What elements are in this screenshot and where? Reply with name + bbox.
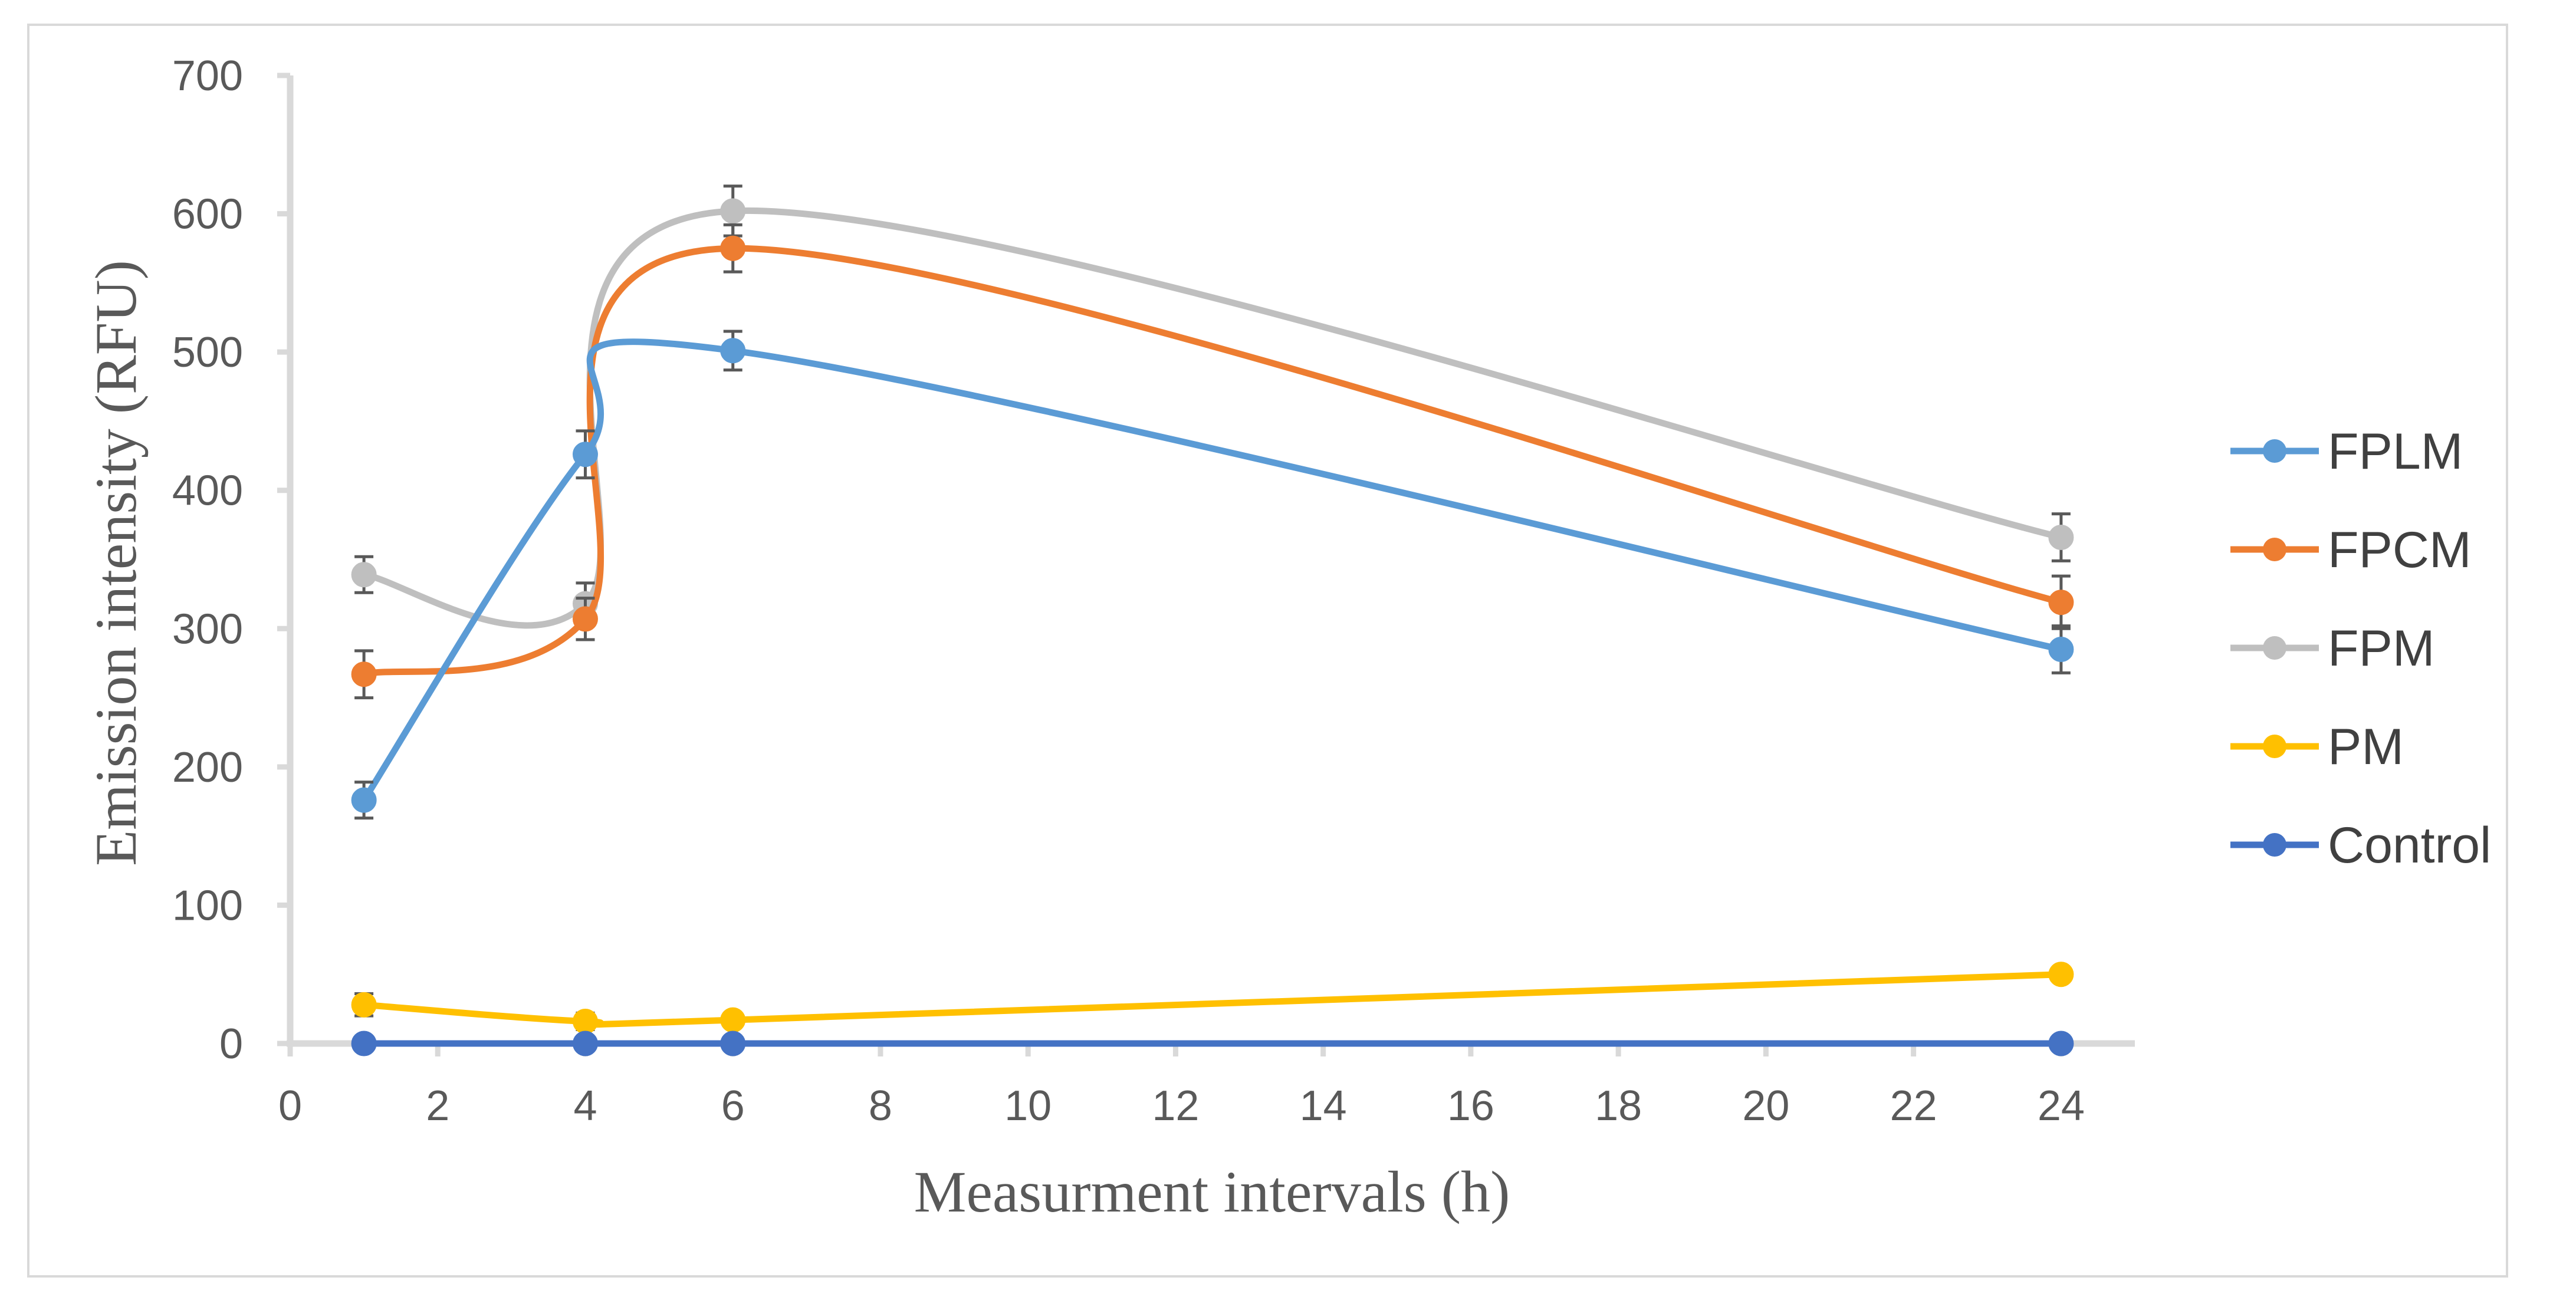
legend-swatch-marker [2263, 538, 2286, 561]
x-tick-label: 8 [869, 1082, 892, 1130]
series-line-fplm [360, 338, 2065, 804]
series-line-fpm [360, 207, 2065, 629]
data-point-fplm [720, 338, 746, 364]
legend-swatch-marker [2263, 439, 2286, 463]
series-control [351, 1031, 2074, 1056]
y-tick-label: 200 [172, 744, 243, 791]
data-point-fpcm [351, 661, 377, 687]
data-point-control [351, 1031, 377, 1056]
y-tick-label: 700 [172, 52, 243, 100]
axes-layer [277, 73, 2135, 1056]
x-tick-label: 20 [1742, 1082, 1789, 1130]
data-point-fplm [572, 442, 598, 468]
y-tick-label: 600 [172, 191, 243, 238]
legend-item-fpcm: FPCM [2230, 522, 2472, 578]
data-point-pm [2048, 962, 2074, 987]
legend-label: FPLM [2328, 423, 2463, 480]
legend-swatch-marker [2263, 735, 2286, 758]
legend-item-fplm: FPLM [2230, 423, 2463, 480]
series-pm [351, 962, 2074, 1034]
series-layer [351, 185, 2074, 1056]
chart-frame [27, 24, 2508, 1278]
data-point-fpcm [572, 606, 598, 632]
y-tick-label: 400 [172, 468, 243, 515]
legend-label: FPCM [2328, 522, 2472, 578]
series-fpm [351, 185, 2074, 629]
data-point-control [720, 1031, 746, 1056]
data-point-pm [720, 1007, 746, 1033]
legend-swatch-marker [2263, 636, 2286, 660]
x-tick-label: 18 [1595, 1082, 1642, 1130]
x-tick-label: 4 [573, 1082, 597, 1130]
x-tick-label: 14 [1300, 1082, 1347, 1130]
x-tick-label: 24 [2038, 1082, 2085, 1130]
x-tick-label: 10 [1004, 1082, 1052, 1130]
series-fpcm [351, 223, 2074, 700]
y-tick-label: 500 [172, 329, 243, 376]
legend: FPLM FPCM FPM PM Control [2230, 423, 2491, 874]
data-point-pm [572, 1008, 598, 1034]
x-tick-label: 16 [1447, 1082, 1494, 1130]
x-tick-label: 2 [426, 1082, 449, 1130]
legend-item-fpm: FPM [2230, 620, 2435, 677]
data-point-control [572, 1031, 598, 1056]
data-point-pm [351, 992, 377, 1018]
data-point-fpcm [720, 235, 746, 261]
legend-label: FPM [2328, 620, 2435, 677]
series-line-pm [360, 971, 2065, 1028]
legend-label: PM [2328, 719, 2404, 775]
x-axis-title: Measurment intervals (h) [914, 1159, 1510, 1224]
legend-swatch-marker [2263, 833, 2286, 857]
data-point-fplm [2048, 636, 2074, 662]
data-point-fpcm [2048, 590, 2074, 615]
data-point-control [2048, 1031, 2074, 1056]
x-tick-label: 6 [721, 1082, 745, 1130]
series-line-fpcm [360, 245, 2065, 678]
x-tick-label: 22 [1890, 1082, 1937, 1130]
y-tick-label: 300 [172, 605, 243, 653]
series-fplm [351, 330, 2074, 820]
data-point-fpm [720, 198, 746, 224]
y-tick-label: 0 [219, 1021, 243, 1068]
legend-label: Control [2328, 817, 2491, 874]
y-axis-title: Emission intensity (RFU) [83, 260, 149, 866]
data-point-fpm [351, 562, 377, 588]
data-point-fpm [2048, 524, 2074, 550]
legend-item-pm: PM [2230, 719, 2404, 775]
x-tick-label: 0 [278, 1082, 302, 1130]
y-tick-label: 100 [172, 882, 243, 929]
x-tick-label: 12 [1152, 1082, 1199, 1130]
legend-item-control: Control [2230, 817, 2491, 874]
data-point-fplm [351, 787, 377, 813]
